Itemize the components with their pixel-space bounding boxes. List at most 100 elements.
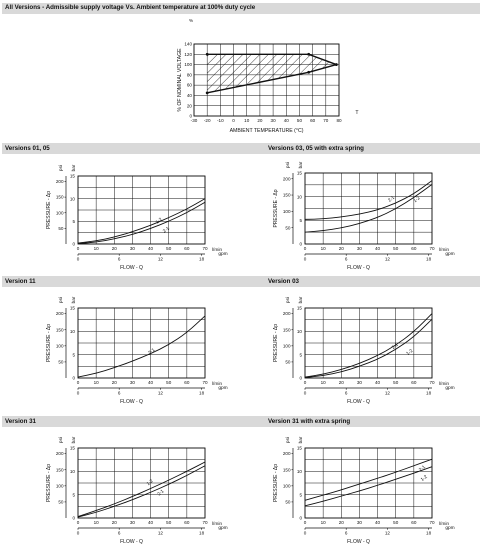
v31-bar-tick-label: 15 [70,446,76,451]
v0105-series-label-1-2: 1-2 [155,216,164,224]
v11-bar-unit: bar [71,296,76,303]
chart-title-ambient: All Versions - Admissible supply voltage… [5,4,256,11]
v31s-x-tick-label: 30 [357,520,363,525]
v03-psi-tick-label: 50 [285,360,291,365]
v0305s-x-axis-label: FLOW - Q [347,265,370,271]
v31s-x-tick-label: 10 [321,520,327,525]
v31-series-label-1-2: 1-2 [145,478,154,486]
v03-series-line-1-2 [304,318,433,378]
header-band-row2 [2,276,480,287]
v0305s-x-tick-label: 70 [429,246,435,251]
v11-gpm-tick-label: 6 [118,391,121,396]
v0305s-series-line-2-1 [304,180,433,220]
v11-series-line-2-1 [77,315,206,378]
chart-v0305s: 0 10 20 30 40 50 60 70 0 5 10 15 50 100 150 200 psi bar 0 6… [273,161,455,271]
v11-lmin-unit: l/min [212,381,222,387]
ambient-y-tick-label: 100 [184,62,192,67]
v11-gpm-tick-label: 18 [199,391,205,396]
v0105-x-tick-label: 10 [94,246,100,251]
v11-x-tick-label: 30 [130,380,136,385]
v11-series-label-2-1: 2-1 [147,347,156,355]
section-title-versions-03-05-spring: Versions 03, 05 with extra spring [268,145,364,152]
v11-x-tick-label: 60 [184,380,190,385]
v0305s-series-line-1-2 [304,183,433,233]
section-title-version-11: Version 11 [5,278,36,285]
v0305s-x-tick-label: 0 [304,246,307,251]
v0105-x-tick-label: 20 [112,246,118,251]
v03-psi-tick-label: 100 [283,343,291,348]
v03-frame [304,307,433,379]
v0105-x-axis-label: FLOW - Q [120,265,143,271]
v31s-gpm-unit: gpm [445,526,454,531]
ambient-x-tick-label: -10 [217,118,224,123]
v0305s-x-tick-label: 50 [393,246,399,251]
v31-psi-tick-label: 50 [58,500,64,505]
v0105-bar-unit: bar [71,164,76,171]
v0105-bar-tick-label: 5 [72,219,75,224]
ambient-x-tick-label: -30 [191,118,198,123]
ambient-x-tick-label: 70 [323,118,329,123]
v0305s-y-axis-label: PRESSURE - Δp [273,189,279,227]
v0305s-bar-unit: bar [298,161,303,168]
v31-bar-tick-label: 10 [70,469,76,474]
v0105-bar-tick-label: 15 [70,174,76,179]
v0105-series-line-2-1 [77,201,206,244]
v03-series-label-2-1: 2-1 [391,342,400,350]
ambient-y-axis-label: % OF NOMINAL VOLTAGE [177,48,183,112]
v0305s-psi-tick-label: 150 [283,193,291,198]
v0105-gpm-tick-label: 6 [118,257,121,262]
v11-psi-tick-label: 50 [58,360,64,365]
section-title-version-31: Version 31 [5,418,36,425]
v0305s-bar-tick-label: 5 [299,218,302,223]
v31-x-tick-label: 20 [112,520,118,525]
v0105-frame [77,175,206,245]
v31-x-tick-label: 30 [130,520,136,525]
ambient-frame [193,43,340,117]
ambient-x-tick-label: 80 [336,118,342,123]
v31s-x-tick-label: 70 [429,520,435,525]
v0105-gpm-tick-label: 12 [158,257,164,262]
ambient-x-tick-label: 10 [244,118,250,123]
v11-psi-tick-label: 150 [56,327,64,332]
ambient-boundary-point [334,63,338,66]
v0105-bar-tick-label: 10 [70,196,76,201]
section-title-version-31-spring: Version 31 with extra spring [268,418,351,425]
v31s-gpm-tick-label: 0 [304,531,307,536]
v31s-psi-tick-label: 50 [285,500,291,505]
v31-x-tick-label: 60 [184,520,190,525]
v03-psi-tick-label: 200 [283,311,291,316]
ambient-hatched-region [207,54,337,93]
v0305s-gpm-tick-label: 18 [426,257,432,262]
chart-v03: 0 10 20 30 40 50 60 70 0 5 10 15 50 100 150 200 psi bar 0 6… [273,296,455,405]
v03-gpm-tick-label: 6 [345,391,348,396]
ambient-x-tick-label: 30 [271,118,277,123]
v03-lmin-unit: l/min [439,381,449,387]
v0305s-psi-tick-label: 100 [283,209,291,214]
v11-bar-tick-label: 0 [72,376,75,381]
v0105-x-tick-label: 40 [148,246,154,251]
header-band-ambient [2,3,480,14]
v31s-x-tick-label: 60 [411,520,417,525]
v03-x-tick-label: 10 [321,380,327,385]
v11-x-tick-label: 40 [148,380,154,385]
v0305s-series-label-1-2: 1-2 [412,195,421,203]
v11-psi-tick-label: 200 [56,311,64,316]
v31s-x-tick-label: 40 [375,520,381,525]
v31s-series-line-1-2 [304,466,433,507]
v0105-x-tick-label: 50 [166,246,172,251]
ambient-y-tick-label: 40 [187,93,193,98]
v0105-series-label-2-1: 2-1 [162,225,171,233]
v31-bar-tick-label: 5 [72,492,75,497]
v31s-bar-unit: bar [298,436,303,443]
v03-psi-tick-label: 150 [283,327,291,332]
v31-gpm-tick-label: 0 [77,531,80,536]
v03-x-tick-label: 20 [339,380,345,385]
v31s-x-tick-label: 0 [304,520,307,525]
v31-y-axis-label: PRESSURE - Δp [46,464,52,502]
v31-series-label-2-1: 2-1 [156,488,165,496]
ambient-x-unit: T [355,110,359,116]
v31-bar-unit: bar [71,436,76,443]
v0105-y-axis-label: PRESSURE - Δp [46,191,52,229]
v11-bar-tick-label: 10 [70,329,76,334]
ambient-x-tick-label: -20 [204,118,211,123]
